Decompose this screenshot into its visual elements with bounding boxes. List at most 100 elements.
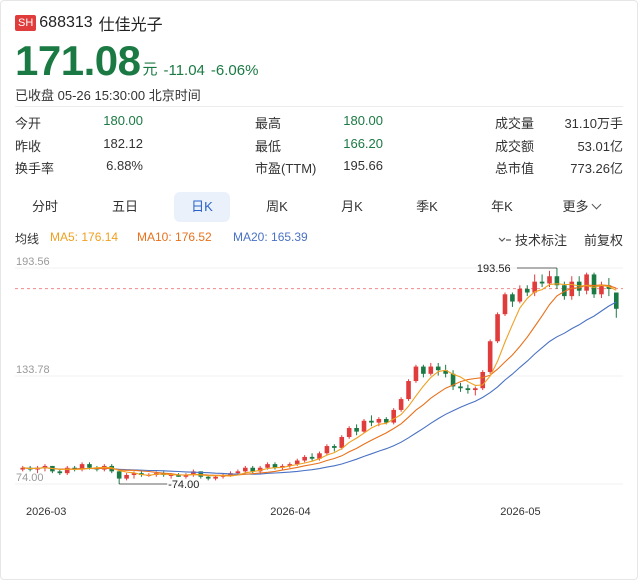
y-tick-label: 74.00: [16, 472, 44, 484]
candle-body: [450, 373, 456, 387]
candle-body: [421, 366, 426, 374]
ma5-legend: MA5: 176.14: [50, 230, 119, 244]
candle-body: [465, 388, 471, 391]
stat-label: 市盈(TTM): [255, 161, 317, 176]
x-axis-labels: 2026-03 2026-04 2026-05: [26, 506, 541, 518]
candle-body: [294, 460, 300, 465]
candle-body: [458, 386, 463, 389]
stock-header: SH 688313 仕佳光子: [15, 12, 163, 34]
candle-body: [487, 341, 493, 372]
candle-body: [131, 473, 137, 475]
tab-label: 分时: [31, 199, 58, 214]
candle-body: [116, 471, 122, 479]
tab-label: 日K: [191, 199, 213, 214]
tab-label: 周K: [266, 199, 288, 214]
candle-body: [539, 281, 545, 284]
ma-label: 均线: [15, 232, 40, 246]
stat-value: 31.10万手: [564, 116, 623, 131]
stat-label: 最高: [255, 116, 282, 131]
candle-body: [562, 285, 567, 297]
candle-body: [257, 467, 263, 472]
tab-6[interactable]: 年K: [474, 192, 530, 222]
tab-3[interactable]: 周K: [249, 192, 305, 222]
candle-body: [191, 471, 196, 475]
candle-body: [317, 453, 322, 459]
ma20-legend: MA20: 165.39: [233, 230, 308, 244]
ma20-line: [22, 301, 617, 475]
stock-name: 仕佳光子: [98, 17, 163, 34]
candle-body: [64, 467, 70, 474]
candle-body: [176, 474, 181, 477]
stat-value: 773.26亿: [570, 161, 623, 176]
candle-body: [502, 294, 508, 315]
indicator-icon: [498, 237, 511, 242]
tab-2[interactable]: 日K: [174, 192, 230, 222]
x-tick-label: 2026-05: [500, 506, 540, 518]
candle-body: [183, 474, 189, 477]
candle-body: [354, 427, 359, 432]
stat-value: 166.20: [343, 136, 383, 151]
y-tick-label: 133.78: [16, 364, 50, 376]
adjust-button[interactable]: 前复权: [584, 233, 624, 248]
candle-body: [517, 288, 523, 302]
candle-body: [391, 409, 396, 423]
candle-body: [443, 370, 448, 374]
x-tick-label: 2026-03: [26, 506, 66, 518]
stat-value: 53.01亿: [577, 139, 623, 154]
tab-label: 更多: [562, 199, 589, 214]
candle-body: [435, 366, 441, 371]
candle-body: [287, 464, 293, 466]
price-unit: 元: [142, 61, 158, 78]
stat-value: 182.12: [103, 136, 143, 151]
ma10-legend: MA10: 176.52: [137, 230, 212, 244]
candle-body: [309, 456, 315, 459]
candle-body: [599, 285, 604, 295]
indicator-button[interactable]: 技术标注: [498, 230, 567, 249]
market-status: 已收盘 05-26 15:30:00 北京时间: [15, 88, 201, 103]
tab-4[interactable]: 月K: [324, 192, 380, 222]
y-tick-label: 193.56: [16, 256, 50, 268]
stat-label: 今开: [15, 116, 42, 131]
candle-body: [79, 464, 85, 470]
divider: [15, 106, 623, 107]
candle-body: [584, 274, 589, 291]
stat-label: 最低: [255, 139, 282, 154]
tab-5[interactable]: 季K: [399, 192, 455, 222]
candle-body: [510, 294, 515, 302]
candle-body: [235, 471, 241, 474]
stat-value: 195.66: [343, 158, 383, 173]
stat-value: 180.00: [343, 113, 383, 128]
candle-body: [383, 418, 389, 423]
candle-body: [532, 281, 537, 293]
candle-body: [406, 381, 411, 400]
stat-label: 成交量: [495, 116, 535, 131]
candle-body: [591, 274, 597, 295]
low-annotation: -74.00: [168, 479, 199, 491]
chevron-down-icon: [591, 199, 601, 210]
tab-1[interactable]: 五日: [97, 192, 153, 222]
candle-body: [524, 288, 530, 293]
stat-label: 总市值: [495, 161, 535, 176]
candle-body: [57, 471, 63, 474]
tab-7[interactable]: 更多: [553, 192, 609, 222]
price-change-pct: -6.06%: [210, 62, 259, 79]
candle-body: [250, 467, 256, 472]
stat-value: 180.00: [103, 113, 143, 128]
ma-lines: [22, 283, 617, 477]
tab-label: 年K: [491, 199, 513, 214]
candle-body: [324, 446, 330, 454]
candle-body: [243, 467, 248, 472]
candle-body: [280, 465, 285, 468]
candle-body: [346, 427, 352, 438]
tab-0[interactable]: 分时: [17, 192, 73, 222]
y-axis-labels: 193.56 133.78 74.00: [16, 256, 50, 484]
period-tabs: 分时 五日 日K 周K 月K 季K 年K 更多: [15, 192, 625, 222]
candle-body: [428, 366, 434, 374]
candle-body: [124, 474, 129, 479]
high-annotation: 193.56: [477, 263, 511, 275]
candle-body: [272, 464, 278, 468]
candle-body: [20, 467, 26, 470]
candle-body: [361, 420, 367, 432]
candle-body: [413, 366, 419, 382]
